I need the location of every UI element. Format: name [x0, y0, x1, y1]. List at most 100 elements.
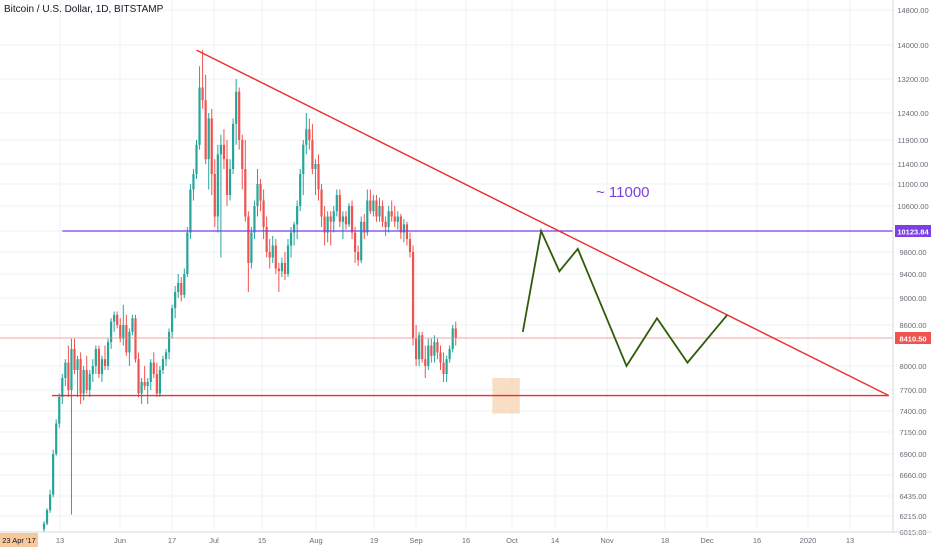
candle-body — [201, 87, 204, 101]
candle-body — [171, 308, 174, 332]
candle-body — [140, 382, 143, 394]
candle-body — [222, 144, 226, 160]
y-tick-label: 12400.00 — [897, 109, 928, 118]
candle — [128, 328, 131, 366]
candle-body — [189, 189, 192, 233]
candle-body — [454, 328, 457, 339]
candle — [70, 338, 73, 515]
candle — [442, 352, 445, 382]
y-tick-label: 7150.00 — [899, 428, 926, 437]
candle-body — [125, 325, 128, 353]
candle-body — [311, 140, 314, 169]
y-tick-label: 13200.00 — [897, 75, 928, 84]
y-tick-label: 6900.00 — [899, 450, 926, 459]
candle — [436, 338, 439, 360]
candle — [439, 345, 442, 370]
candle-body — [424, 359, 427, 366]
candle — [241, 134, 244, 190]
candle-body — [314, 164, 317, 169]
candle — [195, 140, 198, 179]
candle — [244, 140, 247, 222]
candle-body — [134, 318, 137, 360]
candle-body — [418, 335, 421, 360]
candle-body — [259, 184, 262, 201]
candle-body — [158, 370, 161, 394]
candle — [289, 227, 293, 258]
projection-path[interactable] — [521, 228, 728, 368]
candle-body — [329, 216, 332, 222]
candle — [253, 200, 256, 240]
candle — [369, 189, 372, 214]
candle — [61, 374, 64, 404]
candle — [122, 304, 125, 346]
candle-body — [357, 252, 360, 261]
candle-body — [442, 362, 445, 374]
candle — [265, 216, 268, 258]
candle — [164, 348, 168, 366]
candle-body — [289, 232, 293, 246]
candle-body — [128, 331, 131, 353]
x-tick-label: 17 — [168, 536, 176, 545]
candle-body — [228, 169, 232, 195]
candle-body — [408, 239, 412, 252]
candle — [131, 314, 134, 336]
candle-body — [183, 274, 186, 295]
candle-body — [384, 221, 387, 228]
candle-body — [326, 216, 329, 233]
candle — [103, 345, 107, 370]
candle-body — [116, 314, 119, 325]
candle — [341, 211, 344, 240]
candle — [424, 345, 427, 378]
candle-body — [338, 195, 341, 222]
candle-body — [347, 206, 351, 225]
candle-body — [308, 129, 311, 140]
candle — [125, 314, 128, 356]
candle-body — [49, 494, 52, 511]
candle-body — [296, 206, 299, 225]
candle-body — [61, 378, 64, 397]
candle-body — [64, 362, 67, 378]
y-tick-label: 8000.00 — [899, 362, 926, 371]
candle — [308, 118, 311, 150]
candle-body — [375, 200, 378, 217]
candle-body — [177, 283, 180, 292]
candle-body — [256, 184, 259, 206]
candle — [317, 154, 320, 201]
candle-body — [393, 216, 396, 222]
candle — [305, 113, 308, 155]
candle-body — [235, 91, 238, 124]
candle-body — [119, 325, 122, 339]
x-tick-label: 19 — [370, 536, 378, 545]
candle-body — [320, 189, 323, 217]
candle-body — [280, 263, 283, 272]
descending-trendline[interactable] — [196, 49, 890, 397]
x-tick-label: Oct — [506, 536, 519, 545]
y-tick-label: 11400.00 — [898, 160, 929, 169]
candle-body — [402, 224, 405, 233]
candle — [372, 195, 375, 217]
candle — [350, 200, 354, 240]
candle — [207, 113, 210, 190]
candle — [405, 221, 409, 246]
candle-body — [131, 318, 134, 332]
candle-body — [210, 118, 213, 174]
candle-body — [155, 374, 158, 394]
candle — [192, 169, 195, 201]
candle — [91, 359, 94, 382]
candle-body — [299, 174, 302, 206]
candle-body — [366, 200, 369, 233]
y-tick-label: 7700.00 — [899, 386, 926, 395]
candle — [100, 355, 104, 382]
candle — [210, 108, 213, 195]
candle-body — [445, 359, 448, 374]
annotation-text[interactable]: ~ 11000 — [596, 184, 650, 201]
candle — [186, 227, 189, 277]
candle-body — [76, 359, 79, 370]
candle-body — [88, 374, 91, 390]
candle — [430, 338, 433, 363]
candle — [393, 206, 396, 228]
candle-body — [137, 359, 140, 394]
candle-body — [411, 252, 415, 339]
